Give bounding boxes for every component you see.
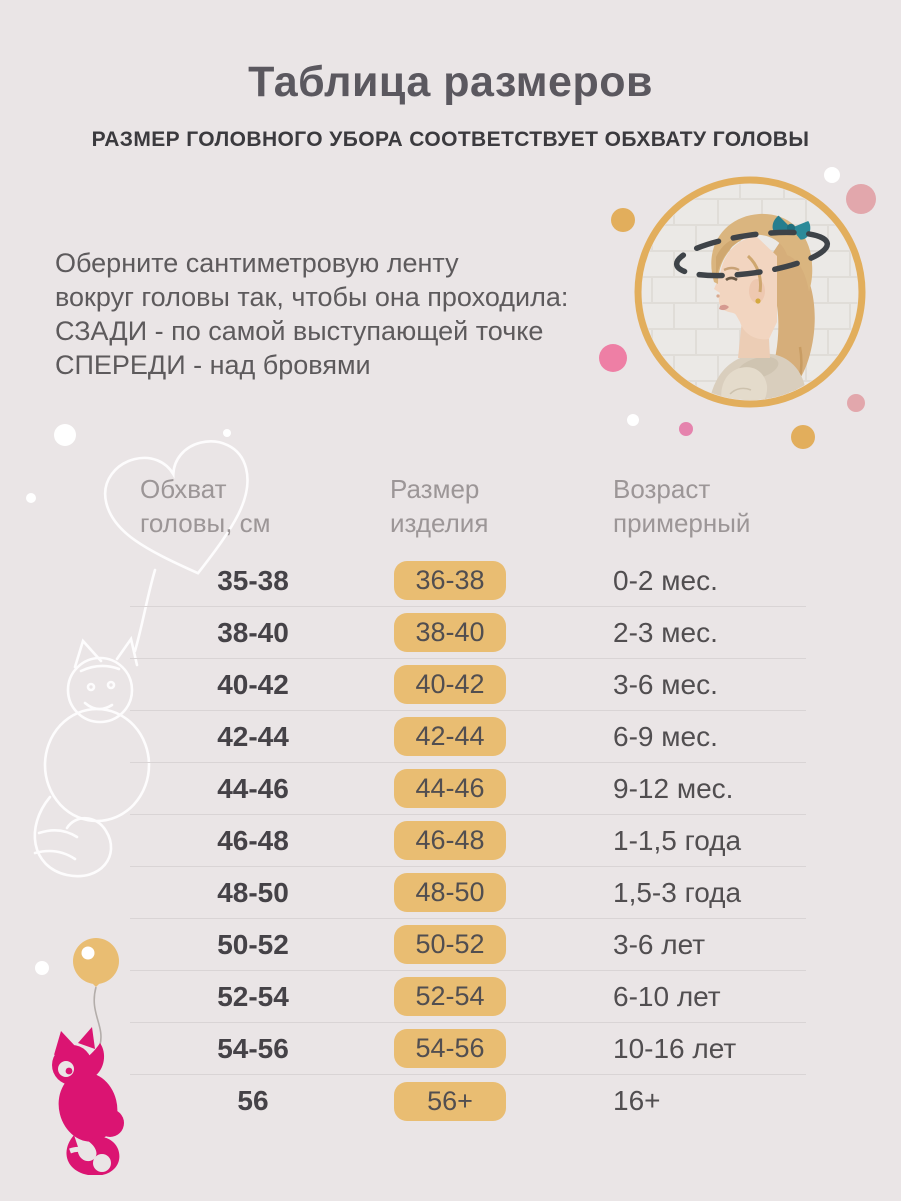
table-row: 54-56 54-56 10-16 лет bbox=[130, 1023, 806, 1075]
size-pill: 50-52 bbox=[394, 925, 506, 964]
decor-dot-rose bbox=[846, 184, 876, 214]
age-cell: 0-2 мес. bbox=[613, 564, 718, 596]
size-pill: 42-44 bbox=[394, 717, 506, 756]
age-cell: 10-16 лет bbox=[613, 1032, 737, 1064]
instruction-line-1: Оберните сантиметровую ленту bbox=[55, 248, 459, 278]
head-circumference-cell: 42-44 bbox=[217, 720, 289, 752]
table-row: 35-38 36-38 0-2 мес. bbox=[130, 555, 806, 607]
product-size-cell: 52-54 bbox=[360, 977, 540, 1016]
decor-dot-white bbox=[223, 429, 231, 437]
balloon-icon bbox=[73, 938, 119, 984]
table-row: 40-42 40-42 3-6 мес. bbox=[130, 659, 806, 711]
size-pill: 36-38 bbox=[394, 561, 506, 600]
table-row: 38-40 38-40 2-3 мес. bbox=[130, 607, 806, 659]
girl-head-measurement-photo bbox=[634, 176, 866, 408]
table-row: 48-50 48-50 1,5-3 года bbox=[130, 867, 806, 919]
size-pill: 44-46 bbox=[394, 769, 506, 808]
raccoon-holding-heart-outline bbox=[5, 435, 285, 885]
decor-dot-pink bbox=[679, 422, 693, 436]
age-cell: 6-9 мес. bbox=[613, 720, 718, 752]
table-row: 56 56+ 16+ bbox=[130, 1075, 806, 1127]
size-pill: 56+ bbox=[394, 1081, 506, 1121]
head-circumference-cell: 54-56 bbox=[217, 1032, 289, 1064]
product-size-cell: 36-38 bbox=[360, 561, 540, 600]
column-header-product-size: Размер изделия bbox=[390, 474, 489, 538]
table-row: 52-54 52-54 6-10 лет bbox=[130, 971, 806, 1023]
head-circumference-cell: 44-46 bbox=[217, 772, 289, 804]
decor-dot-white bbox=[26, 493, 36, 503]
table-row: 46-48 46-48 1-1,5 года bbox=[130, 815, 806, 867]
size-table-body: 35-38 36-38 0-2 мес. 38-40 38-40 2-3 мес. 40-4… bbox=[130, 555, 806, 1127]
head-circumference-cell: 35-38 bbox=[217, 564, 289, 596]
head-measure-dashed-line bbox=[673, 229, 831, 279]
age-cell: 9-12 мес. bbox=[613, 772, 734, 804]
head-circumference-cell: 38-40 bbox=[217, 616, 289, 648]
column-header-head-circumference: Обхват головы, см bbox=[140, 474, 271, 538]
product-size-cell: 38-40 bbox=[360, 613, 540, 652]
table-row: 42-44 42-44 6-9 мес. bbox=[130, 711, 806, 763]
raccoon-hanging-from-balloon bbox=[52, 938, 124, 1175]
decor-dot-gold bbox=[611, 208, 635, 232]
age-cell: 1,5-3 года bbox=[613, 876, 742, 908]
page-subtitle: РАЗМЕР ГОЛОВНОГО УБОРА СООТВЕТСТВУЕТ ОБХ… bbox=[91, 128, 810, 151]
decor-dot-pink bbox=[599, 344, 627, 372]
product-size-cell: 56+ bbox=[360, 1081, 540, 1121]
head-circumference-cell: 52-54 bbox=[217, 980, 289, 1012]
age-cell: 3-6 мес. bbox=[613, 668, 718, 700]
head-circumference-cell: 48-50 bbox=[217, 876, 289, 908]
page-title: Таблица размеров bbox=[248, 58, 653, 106]
head-circumference-cell: 50-52 bbox=[217, 928, 289, 960]
head-circumference-cell: 40-42 bbox=[217, 668, 289, 700]
decor-dot-white bbox=[35, 961, 49, 975]
photo-content bbox=[642, 184, 858, 400]
size-pill: 38-40 bbox=[394, 613, 506, 652]
measuring-instructions: Оберните сантиметровую ленту вокруг голо… bbox=[55, 246, 615, 382]
size-pill: 54-56 bbox=[394, 1029, 506, 1068]
size-table: Обхват головы, см Размер изделия Возраст… bbox=[130, 472, 806, 1127]
instruction-line-2: вокруг головы так, чтобы она проходила: bbox=[55, 282, 569, 312]
age-cell: 16+ bbox=[613, 1085, 661, 1116]
age-cell: 1-1,5 года bbox=[613, 824, 742, 856]
product-size-cell: 40-42 bbox=[360, 665, 540, 704]
child-photo bbox=[630, 172, 870, 412]
age-cell: 6-10 лет bbox=[613, 980, 721, 1012]
product-size-cell: 44-46 bbox=[360, 769, 540, 808]
table-row: 50-52 50-52 3-6 лет bbox=[130, 919, 806, 971]
size-pill: 48-50 bbox=[394, 873, 506, 912]
product-size-cell: 46-48 bbox=[360, 821, 540, 860]
size-pill: 40-42 bbox=[394, 665, 506, 704]
size-pill: 46-48 bbox=[394, 821, 506, 860]
instruction-line-3: СЗАДИ - по самой выступающей точке bbox=[55, 316, 544, 346]
head-circumference-cell: 46-48 bbox=[217, 824, 289, 856]
decor-dot-white bbox=[824, 167, 840, 183]
head-circumference-cell: 56 bbox=[237, 1085, 269, 1116]
photo-gold-ring bbox=[634, 176, 866, 408]
age-cell: 2-3 мес. bbox=[613, 616, 718, 648]
age-cell: 3-6 лет bbox=[613, 928, 706, 960]
size-table-header-row: Обхват головы, см Размер изделия Возраст… bbox=[130, 472, 806, 540]
product-size-cell: 54-56 bbox=[360, 1029, 540, 1068]
product-size-cell: 50-52 bbox=[360, 925, 540, 964]
product-size-cell: 42-44 bbox=[360, 717, 540, 756]
table-row: 44-46 44-46 9-12 мес. bbox=[130, 763, 806, 815]
decor-dot-rose bbox=[847, 394, 865, 412]
instruction-line-4: СПЕРЕДИ - над бровями bbox=[55, 350, 371, 380]
product-size-cell: 48-50 bbox=[360, 873, 540, 912]
size-pill: 52-54 bbox=[394, 977, 506, 1016]
decor-dot-white bbox=[627, 414, 639, 426]
column-header-age: Возраст примерный bbox=[613, 474, 751, 538]
decor-dot-white bbox=[54, 424, 76, 446]
decor-dot-gold bbox=[791, 425, 815, 449]
